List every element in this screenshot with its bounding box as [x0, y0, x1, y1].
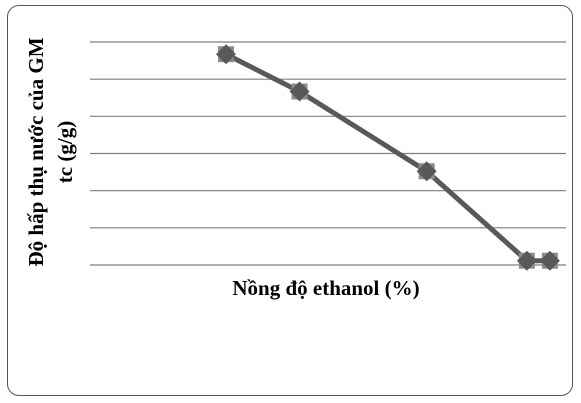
data-point [216, 44, 236, 65]
data-point [516, 250, 537, 271]
y-axis-label-line2: tc (g/g) [53, 121, 77, 183]
chart-frame [7, 5, 573, 396]
data-point [539, 250, 560, 271]
x-axis-label: Nồng độ ethanol (%) [232, 276, 419, 300]
series-line [224, 51, 550, 264]
y-axis-label-line1: Độ hấp thụ nước của GM [24, 37, 48, 266]
data-point [289, 81, 310, 102]
data-point [416, 161, 437, 182]
series-markers [216, 44, 560, 271]
series-line-group [224, 51, 550, 264]
